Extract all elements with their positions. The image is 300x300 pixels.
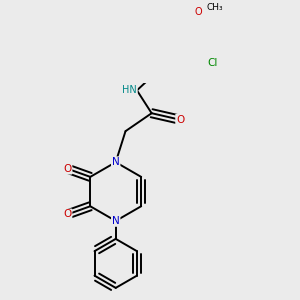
Text: O: O: [63, 164, 71, 174]
Text: O: O: [195, 7, 202, 17]
Text: Cl: Cl: [207, 58, 217, 68]
Text: O: O: [63, 209, 71, 219]
Text: N: N: [112, 216, 120, 226]
Text: CH₃: CH₃: [207, 3, 224, 12]
Text: O: O: [176, 115, 184, 125]
Text: N: N: [112, 157, 120, 167]
Text: HN: HN: [122, 85, 137, 95]
